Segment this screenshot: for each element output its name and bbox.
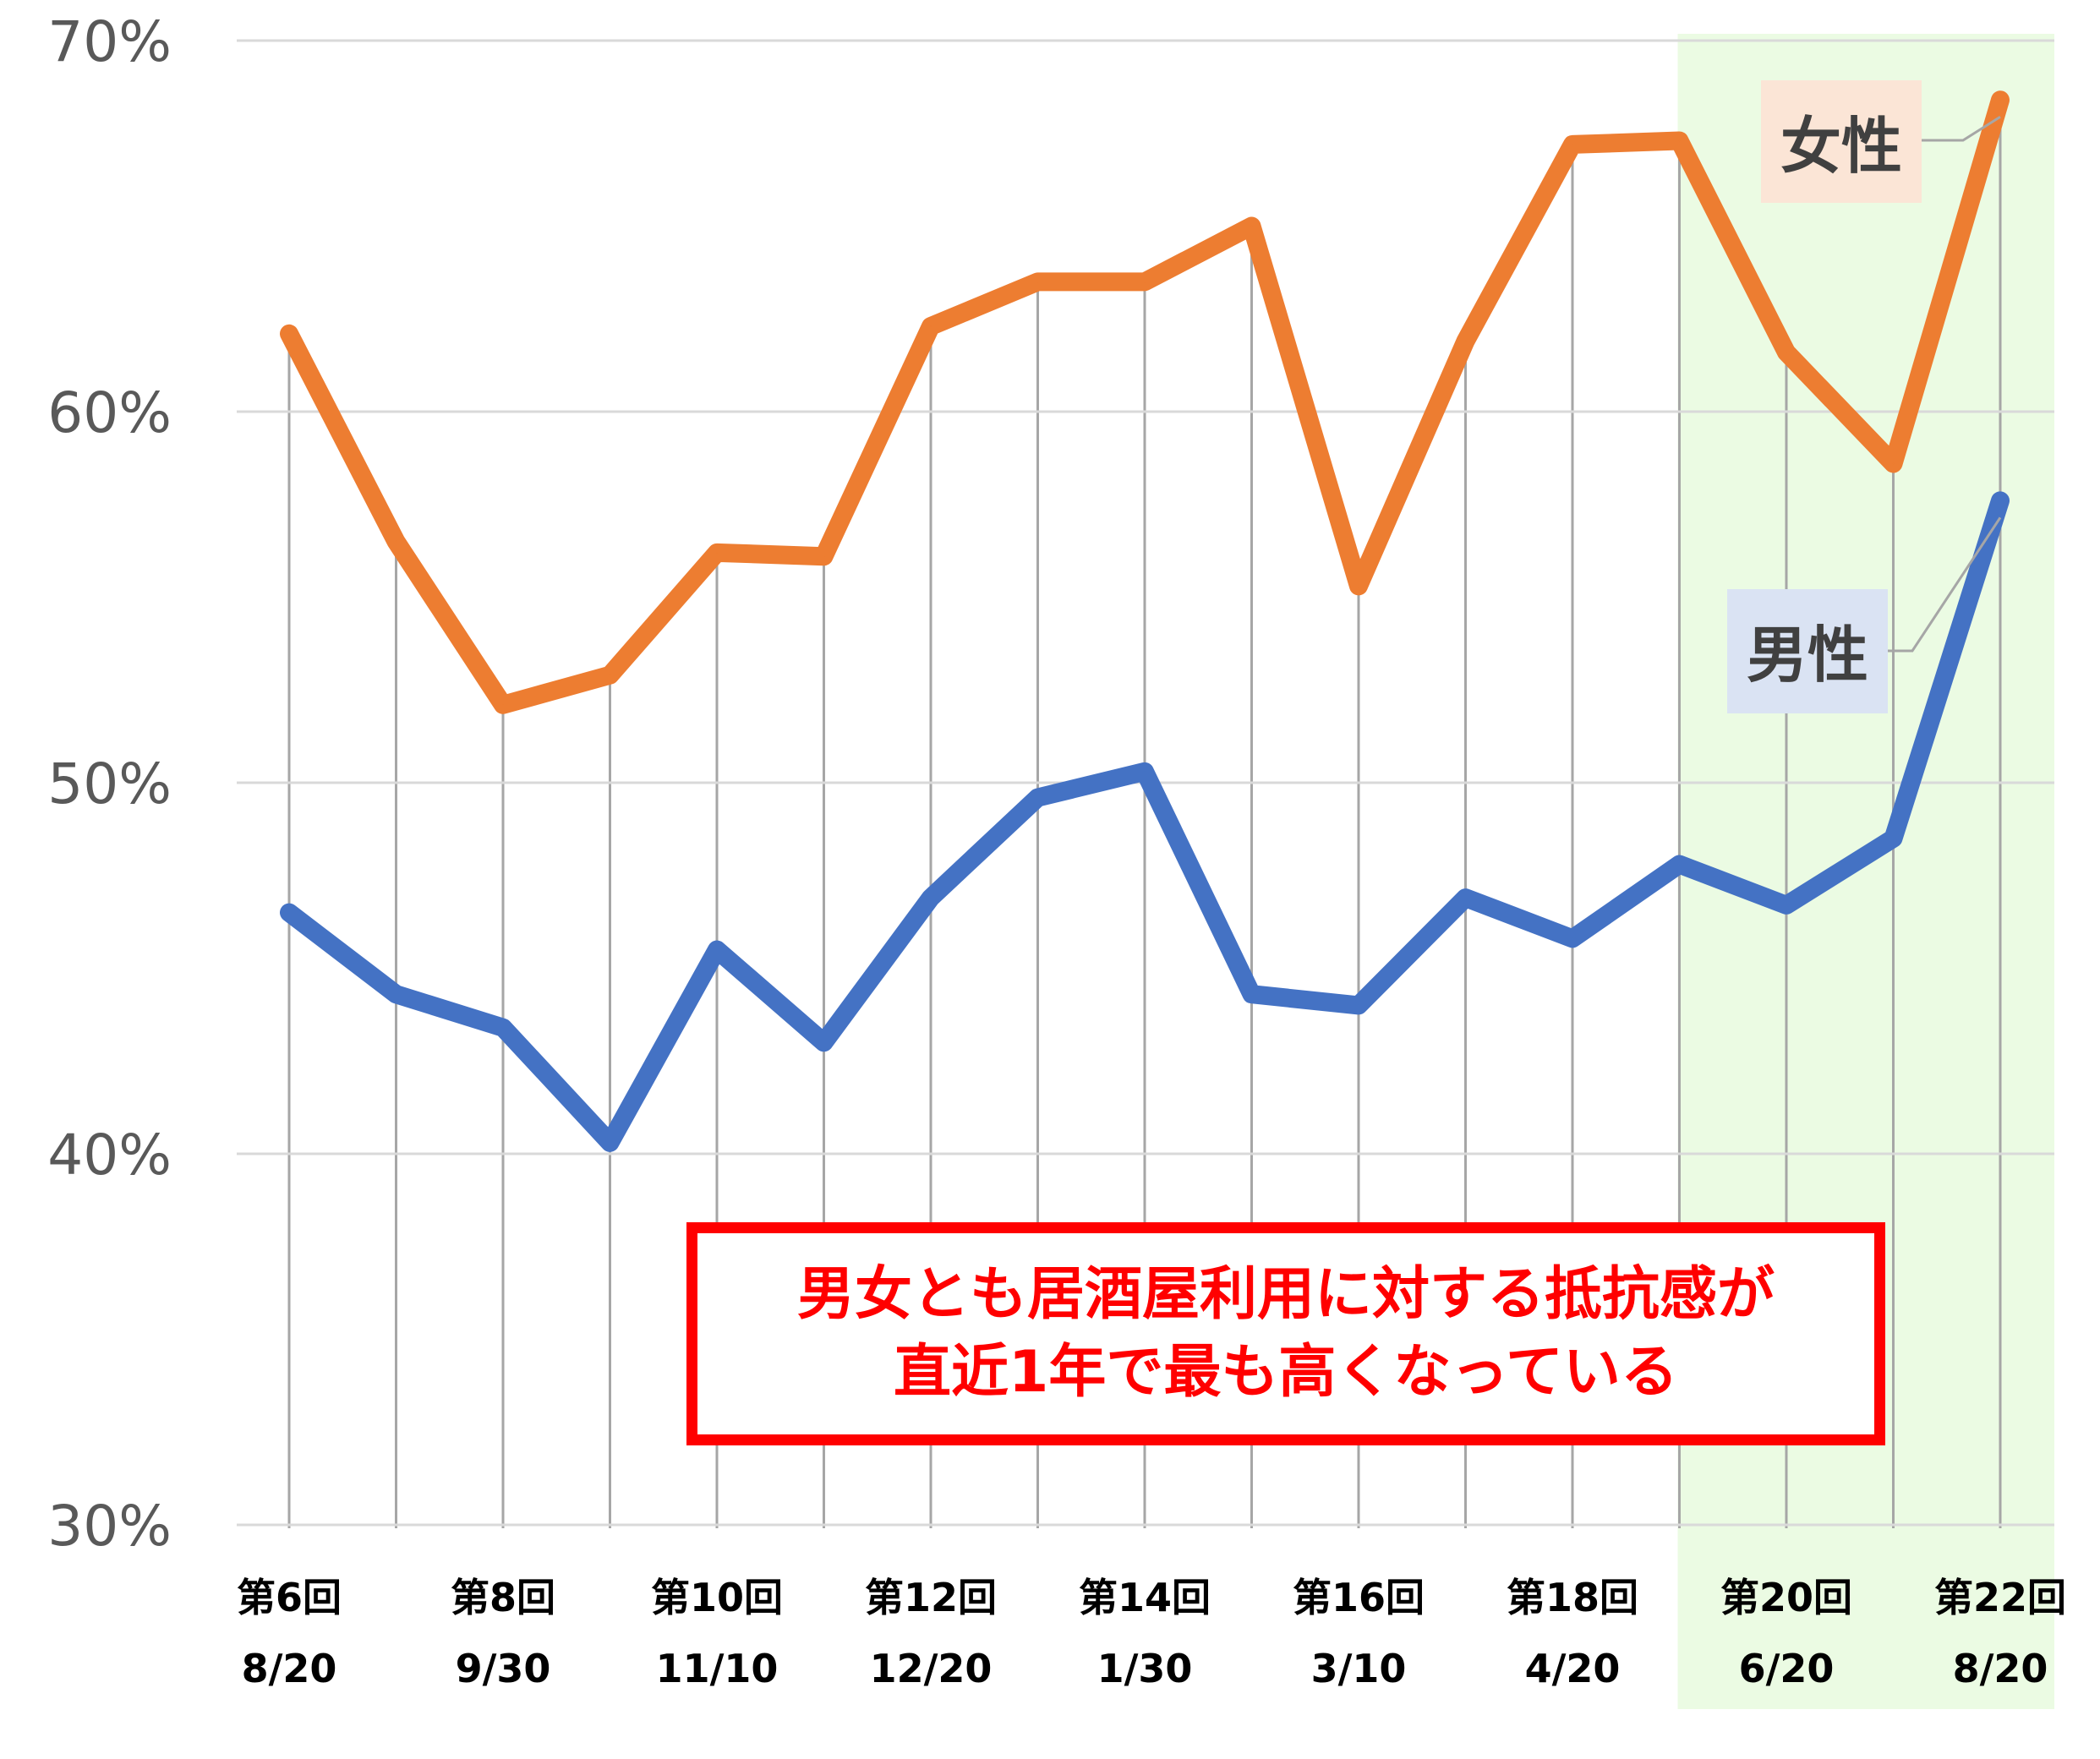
x-tick-date: 3/10 xyxy=(1311,1646,1407,1691)
x-tick-date: 9/30 xyxy=(456,1646,551,1691)
data-point xyxy=(823,1041,825,1044)
data-point xyxy=(716,948,718,951)
y-axis-labels: 30% 40% 50% 60% 70% xyxy=(47,9,172,1559)
x-tick-date: 12/20 xyxy=(870,1646,993,1691)
data-point xyxy=(1892,837,1895,839)
data-point xyxy=(1572,937,1573,940)
x-tick-date: 8/20 xyxy=(1953,1646,2048,1691)
x-tick-round: 第6回 xyxy=(237,1575,342,1620)
x-tick-round: 第8回 xyxy=(451,1575,555,1620)
data-point xyxy=(1678,863,1681,866)
x-tick-round: 第20回 xyxy=(1720,1575,1852,1620)
series-tag-bg xyxy=(1727,589,1888,713)
data-point xyxy=(1572,143,1573,145)
x-tick-round: 第18回 xyxy=(1507,1575,1638,1620)
y-tick-label: 70% xyxy=(47,9,172,74)
data-point xyxy=(609,1141,611,1144)
x-tick-date: 11/10 xyxy=(656,1646,779,1691)
data-point xyxy=(1036,281,1039,283)
series-tag-bg xyxy=(1761,80,1922,203)
x-tick-round: 第16回 xyxy=(1293,1575,1425,1620)
data-point xyxy=(395,540,397,543)
recent-year-highlight xyxy=(1677,34,2054,1709)
annotation-line-1: 男女とも居酒屋利用に対する抵抗感が xyxy=(796,1261,1775,1328)
data-point xyxy=(1358,585,1359,587)
data-point xyxy=(288,911,290,914)
x-axis-labels: 第6回 8/20 第8回 9/30 第10回 11/10 第12回 12/20 第14回 1/30… xyxy=(237,1575,2066,1691)
data-point xyxy=(288,332,290,335)
data-point xyxy=(502,703,504,706)
data-point xyxy=(1144,281,1146,283)
annotation-box: 男女とも居酒屋利用に対する抵抗感が 直近1年で最も高くなっている xyxy=(686,1222,1885,1445)
data-point xyxy=(1464,897,1467,899)
data-point xyxy=(930,897,932,899)
x-tick-date: 6/20 xyxy=(1739,1646,1835,1691)
data-point xyxy=(1786,351,1787,353)
data-point xyxy=(716,551,718,554)
series-tag-label: 女性 xyxy=(1780,111,1902,182)
data-point xyxy=(502,1026,504,1029)
data-point xyxy=(1144,770,1146,773)
data-point xyxy=(1250,993,1253,996)
x-tick-round: 第10回 xyxy=(651,1575,783,1620)
data-point xyxy=(823,555,825,558)
data-point xyxy=(930,325,932,328)
data-point xyxy=(1358,1004,1359,1007)
x-tick-date: 4/20 xyxy=(1525,1646,1621,1691)
data-point xyxy=(1999,500,2001,502)
data-point xyxy=(395,993,397,996)
data-point xyxy=(1999,99,2001,101)
annotation-line-2: 直近1年で最も高くなっている xyxy=(894,1339,1678,1406)
data-point xyxy=(1892,462,1895,465)
y-tick-label: 60% xyxy=(47,380,172,445)
series-lines xyxy=(280,90,2010,1152)
data-point xyxy=(609,674,611,676)
x-tick-round: 第22回 xyxy=(1934,1575,2066,1620)
series-tag-label: 男性 xyxy=(1747,620,1868,691)
data-point xyxy=(1464,340,1467,342)
data-point xyxy=(1036,796,1039,799)
y-tick-label: 50% xyxy=(47,751,172,817)
x-tick-date: 8/20 xyxy=(242,1646,337,1691)
x-tick-round: 第12回 xyxy=(865,1575,997,1620)
data-point xyxy=(1786,904,1787,906)
series-tag-leader xyxy=(1922,115,2001,142)
y-tick-label: 30% xyxy=(47,1494,172,1559)
series-tag-leader xyxy=(1888,516,2002,653)
data-point xyxy=(1250,225,1253,227)
y-tick-label: 40% xyxy=(47,1123,172,1188)
data-point xyxy=(1678,139,1681,142)
x-tick-round: 第14回 xyxy=(1079,1575,1211,1620)
x-tick-date: 1/30 xyxy=(1097,1646,1193,1691)
